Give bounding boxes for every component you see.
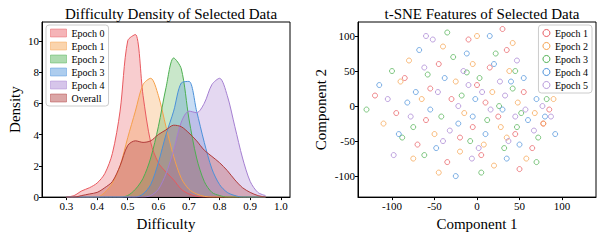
svg-text:Difficulty: Difficulty bbox=[137, 216, 196, 232]
svg-text:-100: -100 bbox=[382, 200, 403, 212]
svg-text:0.4: 0.4 bbox=[90, 200, 104, 212]
svg-text:Epoch 2: Epoch 2 bbox=[72, 54, 105, 65]
svg-text:Epoch 4: Epoch 4 bbox=[555, 67, 588, 78]
svg-text:0.8: 0.8 bbox=[213, 200, 227, 212]
svg-text:50: 50 bbox=[344, 65, 356, 77]
svg-text:100: 100 bbox=[554, 200, 571, 212]
svg-text:-100: -100 bbox=[335, 170, 356, 182]
svg-text:6: 6 bbox=[34, 97, 40, 109]
svg-text:Epoch 1: Epoch 1 bbox=[555, 28, 588, 39]
svg-text:10: 10 bbox=[28, 35, 40, 47]
svg-text:Component 1: Component 1 bbox=[436, 216, 517, 232]
svg-text:Component 2: Component 2 bbox=[313, 69, 329, 150]
svg-text:0.9: 0.9 bbox=[243, 200, 257, 212]
svg-text:Epoch 3: Epoch 3 bbox=[555, 54, 588, 65]
svg-text:Epoch 5: Epoch 5 bbox=[555, 80, 588, 91]
svg-text:2: 2 bbox=[34, 160, 40, 172]
svg-text:Epoch 0: Epoch 0 bbox=[72, 28, 105, 39]
svg-text:t-SNE Features of Selected Dat: t-SNE Features of Selected Data bbox=[385, 6, 580, 22]
svg-text:Epoch 4: Epoch 4 bbox=[72, 80, 105, 91]
svg-text:0.5: 0.5 bbox=[121, 200, 135, 212]
svg-text:0: 0 bbox=[34, 191, 40, 203]
svg-text:8: 8 bbox=[34, 66, 40, 78]
svg-text:100: 100 bbox=[339, 30, 356, 42]
svg-text:Epoch 3: Epoch 3 bbox=[72, 67, 105, 78]
svg-text:0: 0 bbox=[474, 200, 480, 212]
svg-text:Epoch 2: Epoch 2 bbox=[555, 41, 588, 52]
svg-text:0.7: 0.7 bbox=[182, 200, 196, 212]
svg-text:50: 50 bbox=[514, 200, 526, 212]
svg-text:0: 0 bbox=[350, 100, 356, 112]
svg-text:0.3: 0.3 bbox=[60, 200, 74, 212]
svg-text:-50: -50 bbox=[427, 200, 442, 212]
svg-text:Epoch 1: Epoch 1 bbox=[72, 41, 105, 52]
svg-text:Density: Density bbox=[7, 86, 23, 133]
svg-text:Overall: Overall bbox=[72, 93, 102, 104]
svg-text:-50: -50 bbox=[340, 135, 355, 147]
svg-text:4: 4 bbox=[34, 129, 40, 141]
svg-text:1.0: 1.0 bbox=[274, 200, 288, 212]
svg-text:Difficulty Density of Selected: Difficulty Density of Selected Data bbox=[65, 6, 278, 22]
svg-text:0.6: 0.6 bbox=[151, 200, 165, 212]
